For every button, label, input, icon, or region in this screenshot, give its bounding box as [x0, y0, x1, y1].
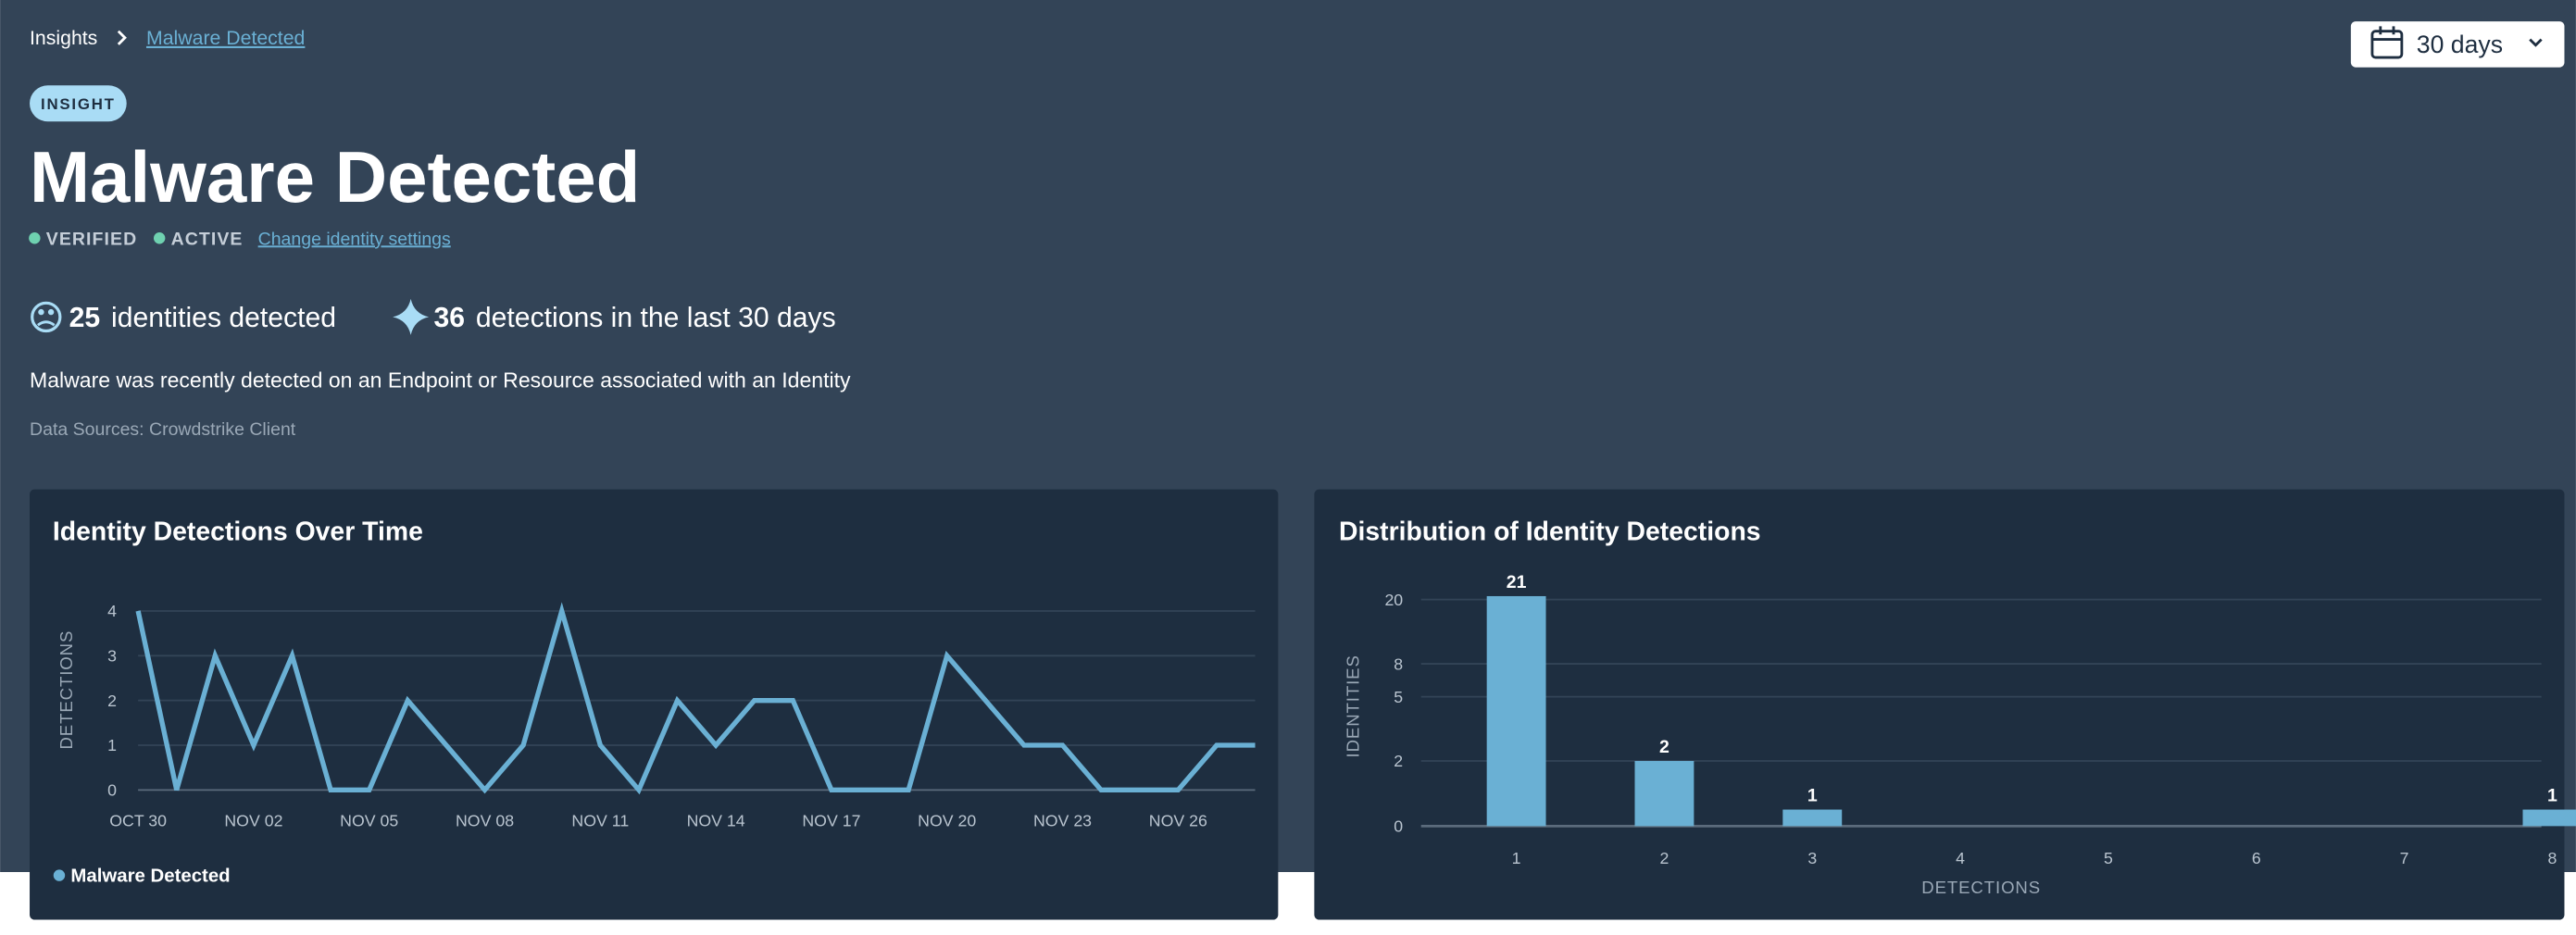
icon-dot — [47, 308, 55, 316]
chevron — [2529, 38, 2543, 47]
bar — [1634, 761, 1694, 827]
data-label: 2 — [1659, 737, 1669, 757]
x-axis-title: DETECTIONS — [1921, 878, 2041, 897]
sparkle-icon — [393, 298, 430, 335]
legend-label: Malware Detected — [70, 866, 230, 887]
icon-arc — [37, 320, 56, 327]
page-title: Malware Detected — [30, 136, 640, 218]
y-tick-label: 1 — [107, 736, 117, 754]
data-label: 1 — [2547, 786, 2557, 806]
breadcrumb-root[interactable]: Insights — [30, 27, 97, 49]
y-tick-label: 3 — [107, 647, 117, 666]
breadcrumb-current[interactable]: Malware Detected — [146, 27, 305, 49]
icon-dot — [38, 308, 44, 316]
x-tick-label: 6 — [2252, 849, 2261, 867]
line-chart: 0 1 2 3 4 OCT 30 NOV 02 NOV 05 NOV 08 NOV 11 NOV 1… — [53, 602, 1256, 887]
settings-link[interactable]: Change identity settings — [258, 229, 451, 249]
status: ACTIVE — [171, 229, 244, 249]
x-tick-label: 4 — [1956, 849, 1965, 867]
status: VERIFIED — [46, 229, 137, 249]
stat-label: detections in the last 30 days — [476, 303, 836, 333]
stat-detections: 36 detections in the last 30 days — [433, 303, 835, 333]
x-tick-label: 7 — [2400, 849, 2409, 867]
calendar-icon — [2370, 30, 2404, 59]
bar — [1782, 809, 1843, 827]
y-tick-label: 5 — [1394, 688, 1403, 706]
x-tick-label: NOV 17 — [802, 811, 860, 829]
date-range-label[interactable]: 30 days — [2417, 31, 2503, 58]
y-tick-label: 8 — [1394, 654, 1403, 673]
data-label: 1 — [1807, 786, 1818, 806]
x-tick-label: NOV 20 — [918, 811, 976, 829]
status-dot — [29, 232, 41, 244]
x-tick-label: NOV 14 — [687, 811, 745, 829]
stat-identities: 25 identities detected — [69, 303, 336, 333]
status-dot — [153, 232, 166, 244]
x-tick-label: NOV 23 — [1033, 811, 1092, 829]
y-tick-label: 2 — [1394, 752, 1403, 770]
card — [1314, 489, 2565, 920]
data-label: 21 — [1507, 572, 1527, 592]
description: Malware was recently detected on an Endp… — [30, 368, 851, 393]
identity-icon — [31, 301, 62, 333]
stat-value: 36 — [433, 303, 465, 333]
date-range-button[interactable]: 30 days — [2350, 21, 2565, 68]
stat-value: 25 — [69, 303, 101, 333]
x-tick-label: 1 — [1512, 849, 1521, 867]
card — [30, 489, 1279, 920]
y-tick-label: 20 — [1384, 591, 1403, 609]
x-tick-label: 8 — [2548, 849, 2557, 867]
x-tick-label: NOV 08 — [456, 811, 514, 829]
x-tick-label: OCT 30 — [109, 811, 167, 829]
y-axis-title: IDENTITIES — [1343, 654, 1362, 757]
x-tick-label: 3 — [1807, 849, 1817, 867]
chart-title: Distribution of Identity Detections — [1339, 517, 1761, 547]
chart-title: Identity Detections Over Time — [53, 517, 423, 547]
series-line — [135, 602, 1256, 795]
bar — [1486, 595, 1546, 827]
x-tick-label: NOV 05 — [340, 811, 398, 829]
y-tick-label: 4 — [107, 602, 117, 620]
button-bg[interactable] — [2350, 21, 2565, 68]
bar-chart: 0 2 5 8 20 IDENTITIES DETECTIONS 1 21 2 2 3 1 4 5 6 7 8 1 — [1343, 572, 2576, 897]
badge-bg — [30, 85, 127, 122]
y-axis-title: DETECTIONS — [56, 630, 76, 750]
x-tick-label: NOV 26 — [1149, 811, 1207, 829]
x-tick-label: 2 — [1659, 849, 1669, 867]
x-tick-label: 5 — [2104, 849, 2113, 867]
badge: INSIGHT — [41, 95, 116, 113]
y-tick-label: 0 — [107, 781, 117, 800]
icon-ring — [31, 301, 62, 333]
y-tick-label: 0 — [1394, 817, 1403, 836]
data-sources: Data Sources: Crowdstrike Client — [30, 419, 296, 440]
y-tick-label: 2 — [107, 692, 117, 710]
legend-swatch — [53, 869, 66, 881]
bar — [2522, 809, 2576, 827]
x-tick-label: NOV 11 — [571, 811, 629, 829]
x-tick-label: NOV 02 — [224, 811, 282, 829]
stat-label: identities detected — [111, 303, 336, 333]
breadcrumb-separator — [117, 30, 127, 45]
